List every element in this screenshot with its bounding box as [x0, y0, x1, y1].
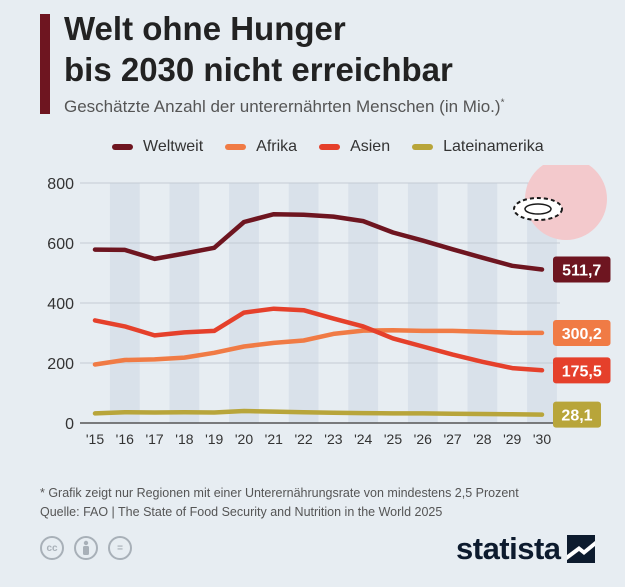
legend-item-asien: Asien: [319, 138, 390, 156]
footnote: * Grafik zeigt nur Regionen mit einer Un…: [40, 484, 519, 522]
x-tick-label: '19: [205, 431, 223, 447]
x-tick-label: '23: [324, 431, 342, 447]
nd-icon[interactable]: =: [108, 536, 132, 560]
legend-label-afrika: Afrika: [256, 138, 298, 155]
series-line-weltweit: [92, 211, 545, 272]
footnote-text: * Grafik zeigt nur Regionen mit einer Un…: [40, 486, 519, 500]
legend-item-lateinamerika: Lateinamerika: [412, 138, 544, 156]
series-line-lateinamerika: [92, 408, 545, 417]
x-tick-label: '22: [294, 431, 312, 447]
x-tick-label: '15: [86, 431, 104, 447]
end-label-box: [553, 357, 611, 384]
title-line-2: bis 2030 nicht erreichbar: [64, 51, 453, 88]
end-value-labels: 511,7 300,2 175,5 28,1: [553, 256, 611, 428]
end-label-box: [553, 256, 611, 283]
x-tick-label: '25: [384, 431, 402, 447]
x-tick-label: '21: [265, 431, 283, 447]
y-tick-label: 600: [47, 236, 74, 253]
x-tick-label: '20: [235, 431, 253, 447]
subtitle-text: Geschätzte Anzahl der unterernährten Men…: [64, 97, 501, 116]
end-label-value: 175,5: [562, 363, 602, 380]
end-label-lateinamerika: 28,1: [553, 401, 601, 428]
end-label-box: [553, 401, 601, 428]
series-line-asien: [92, 306, 545, 373]
legend-swatch-afrika: [225, 144, 247, 150]
cc-icon[interactable]: cc: [40, 536, 64, 560]
line-chart: 0 200 400 600 800 '15 '16 '17 '18 '19 '20 '21 '22 '2…: [47, 165, 611, 447]
title-line-1: Welt ohne Hunger: [64, 10, 346, 47]
y-axis: 0 200 400 600 800: [47, 176, 74, 433]
legend-swatch-asien: [319, 144, 341, 150]
end-label-afrika: 300,2: [553, 319, 611, 346]
series-line-afrika: [92, 328, 545, 367]
subtitle-footnote-mark: *: [500, 97, 505, 109]
plate-icon: [513, 197, 563, 221]
legend-label-lateinamerika: Lateinamerika: [443, 138, 544, 155]
x-tick-label: '29: [503, 431, 521, 447]
end-label-box: [553, 319, 611, 346]
x-tick-label: '16: [116, 431, 134, 447]
end-label-value: 28,1: [561, 408, 592, 425]
legend-label-asien: Asien: [350, 138, 391, 155]
empty-plate-illustration: [513, 165, 607, 240]
end-label-value: 300,2: [562, 326, 602, 343]
x-axis: '15 '16 '17 '18 '19 '20 '21 '22 '23 '24 '25 '26 '27 '…: [86, 431, 551, 447]
source-text: Quelle: FAO | The State of Food Security…: [40, 505, 443, 519]
brand-name: statista: [456, 531, 561, 566]
grid-lines: [80, 182, 560, 424]
end-label-value: 511,7: [562, 262, 601, 279]
plate-circle: [525, 165, 607, 240]
legend-label-weltweit: Weltweit: [143, 138, 204, 155]
page-title: Welt ohne Hunger bis 2030 nicht erreichb…: [64, 8, 453, 90]
legend-item-afrika: Afrika: [225, 138, 297, 156]
x-tick-label: '24: [354, 431, 372, 447]
end-label-weltweit: 511,7: [553, 256, 611, 283]
x-tick-label: '18: [175, 431, 193, 447]
by-icon[interactable]: [74, 536, 98, 560]
plate-inner-icon: [524, 203, 552, 215]
x-tick-label: '28: [473, 431, 491, 447]
license-icons: cc =: [40, 536, 142, 560]
end-label-asien: 175,5: [553, 357, 611, 384]
chart-subtitle: Geschätzte Anzahl der unterernährten Men…: [64, 97, 504, 117]
legend-swatch-lateinamerika: [412, 144, 434, 150]
statista-mark-icon: [566, 535, 595, 563]
series-lines: [92, 211, 545, 417]
y-tick-label: 800: [47, 176, 74, 193]
title-accent-bar: [40, 14, 50, 114]
y-tick-label: 200: [47, 356, 74, 373]
person-icon: [83, 540, 89, 555]
x-tick-label: '26: [414, 431, 432, 447]
x-tick-label: '27: [443, 431, 461, 447]
legend-swatch-weltweit: [112, 144, 133, 150]
statista-logo[interactable]: statista: [456, 531, 595, 567]
y-tick-label: 0: [65, 416, 74, 433]
y-tick-label: 400: [47, 296, 74, 313]
legend-item-weltweit: Weltweit: [112, 138, 203, 156]
x-tick-label: '30: [533, 431, 551, 447]
x-tick-label: '17: [145, 431, 163, 447]
chart-legend: Weltweit Afrika Asien Lateinamerika: [112, 138, 566, 156]
